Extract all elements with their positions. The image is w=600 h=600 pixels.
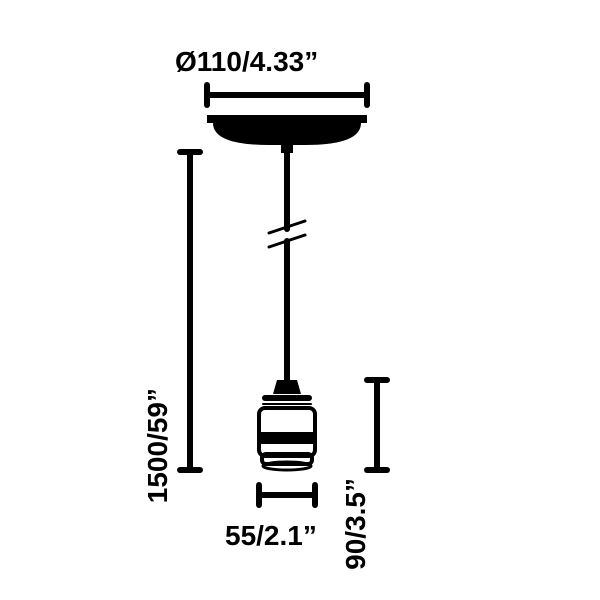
drawing-svg	[0, 0, 600, 600]
pendant-dimension-drawing: Ø110/4.33” 1500/59” 90/3.5” 55/2.1”	[0, 0, 600, 600]
